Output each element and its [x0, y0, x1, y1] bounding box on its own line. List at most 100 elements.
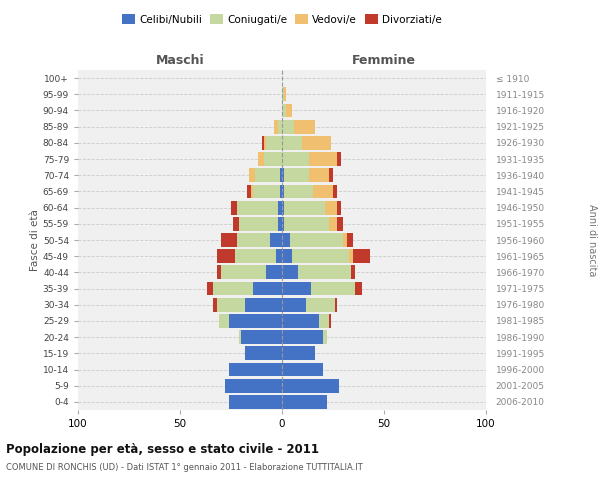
Bar: [212, 282, 253, 296]
Bar: [284, 217, 329, 230]
Bar: [290, 233, 343, 247]
Bar: [237, 200, 278, 214]
Bar: [266, 266, 282, 280]
Bar: [302, 136, 331, 149]
Bar: [245, 346, 282, 360]
Bar: [233, 217, 239, 230]
Bar: [247, 184, 251, 198]
Bar: [282, 314, 319, 328]
Bar: [217, 266, 221, 280]
Bar: [308, 152, 337, 166]
Bar: [323, 330, 327, 344]
Bar: [307, 298, 335, 312]
Bar: [278, 200, 282, 214]
Bar: [245, 298, 282, 312]
Bar: [282, 379, 339, 392]
Bar: [282, 298, 307, 312]
Bar: [292, 250, 349, 263]
Text: Anni di nascita: Anni di nascita: [587, 204, 597, 276]
Bar: [256, 168, 280, 182]
Bar: [352, 266, 355, 280]
Bar: [282, 330, 323, 344]
Bar: [282, 104, 286, 118]
Bar: [319, 314, 329, 328]
Bar: [282, 233, 290, 247]
Bar: [298, 266, 352, 280]
Bar: [206, 282, 212, 296]
Bar: [241, 330, 282, 344]
Bar: [333, 184, 337, 198]
Bar: [274, 120, 278, 134]
Text: COMUNE DI RONCHIS (UD) - Dati ISTAT 1° gennaio 2011 - Elaborazione TUTTITALIA.IT: COMUNE DI RONCHIS (UD) - Dati ISTAT 1° g…: [6, 462, 363, 471]
Bar: [278, 217, 282, 230]
Bar: [325, 200, 337, 214]
Bar: [229, 362, 282, 376]
Bar: [282, 184, 284, 198]
Bar: [282, 168, 284, 182]
Bar: [282, 88, 284, 101]
Y-axis label: Fasce di età: Fasce di età: [30, 209, 40, 271]
Bar: [266, 136, 282, 149]
Bar: [308, 168, 329, 182]
Bar: [284, 88, 286, 101]
Bar: [349, 250, 353, 263]
Bar: [262, 136, 263, 149]
Bar: [253, 184, 280, 198]
Bar: [343, 233, 347, 247]
Bar: [282, 200, 284, 214]
Bar: [225, 379, 282, 392]
Legend: Celibi/Nubili, Coniugati/e, Vedovi/e, Divorziati/e: Celibi/Nubili, Coniugati/e, Vedovi/e, Di…: [118, 10, 446, 29]
Bar: [239, 330, 241, 344]
Bar: [284, 168, 308, 182]
Bar: [355, 282, 362, 296]
Bar: [212, 298, 217, 312]
Text: Maschi: Maschi: [155, 54, 205, 67]
Bar: [337, 217, 343, 230]
Bar: [294, 120, 314, 134]
Bar: [282, 136, 302, 149]
Bar: [284, 184, 313, 198]
Bar: [282, 395, 327, 409]
Bar: [229, 395, 282, 409]
Bar: [335, 298, 337, 312]
Bar: [263, 152, 282, 166]
Bar: [221, 233, 237, 247]
Bar: [282, 346, 314, 360]
Bar: [347, 233, 353, 247]
Bar: [229, 314, 282, 328]
Bar: [251, 184, 253, 198]
Bar: [282, 282, 311, 296]
Bar: [219, 314, 229, 328]
Bar: [282, 266, 298, 280]
Bar: [337, 200, 341, 214]
Bar: [313, 184, 333, 198]
Bar: [278, 120, 282, 134]
Bar: [284, 200, 325, 214]
Bar: [250, 168, 256, 182]
Bar: [311, 282, 355, 296]
Bar: [353, 250, 370, 263]
Bar: [270, 233, 282, 247]
Bar: [329, 314, 331, 328]
Bar: [237, 233, 270, 247]
Bar: [282, 152, 308, 166]
Bar: [282, 217, 284, 230]
Bar: [263, 136, 266, 149]
Bar: [282, 120, 294, 134]
Text: Femmine: Femmine: [352, 54, 416, 67]
Bar: [282, 250, 292, 263]
Bar: [221, 266, 266, 280]
Bar: [253, 282, 282, 296]
Bar: [217, 250, 235, 263]
Bar: [337, 152, 341, 166]
Bar: [280, 184, 282, 198]
Bar: [329, 168, 333, 182]
Text: Popolazione per età, sesso e stato civile - 2011: Popolazione per età, sesso e stato civil…: [6, 442, 319, 456]
Bar: [286, 104, 292, 118]
Bar: [282, 362, 323, 376]
Bar: [257, 152, 263, 166]
Bar: [231, 200, 237, 214]
Bar: [235, 250, 276, 263]
Bar: [280, 168, 282, 182]
Bar: [329, 217, 337, 230]
